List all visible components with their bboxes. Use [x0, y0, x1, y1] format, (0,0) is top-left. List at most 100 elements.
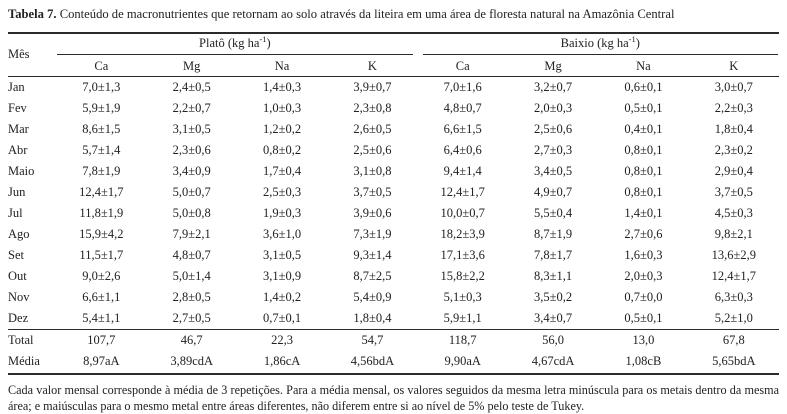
media-value: 8,97aA: [83, 354, 120, 369]
cell-value: 7,0±1,3: [82, 79, 121, 94]
cell-value: 9,8±2,1: [714, 226, 753, 241]
cell-value: 1,4±0,2: [262, 289, 302, 304]
cell-value: 15,8±2,2: [440, 268, 485, 283]
cell-value: 4,9±0,7: [534, 184, 573, 199]
macronutrients-table: Mês Platô (kg ha-1) Baixio (kg ha-1) Ca …: [8, 31, 779, 375]
total-value: 46,7: [146, 328, 237, 351]
cell-value: 2,4±0,5: [172, 79, 211, 94]
cell-value: 2,8±0,5: [172, 289, 211, 304]
cell-month: Set: [8, 247, 24, 262]
cell-value: 2,5±0,6: [534, 121, 573, 136]
cell-value: 2,7±0,6: [624, 226, 663, 241]
cell-value: 2,0±0,3: [534, 100, 573, 115]
cell-value: 10,0±0,7: [440, 205, 485, 220]
table-caption: Tabela 7. Conteúdo de macronutrientes qu…: [8, 7, 779, 23]
cell-value: 2,9±0,4: [714, 163, 753, 178]
cell-month: Jul: [8, 205, 23, 220]
table-caption-label: Tabela 7.: [8, 7, 57, 21]
cell-value: 0,4±0,1: [624, 121, 663, 136]
total-value: 67,8: [688, 328, 779, 351]
plato-label-text: Platô (kg ha: [199, 36, 260, 51]
column-header-baixio-k: K: [688, 56, 779, 77]
cell-value: 17,1±3,6: [440, 247, 485, 262]
cell-value: 0,6±0,1: [624, 79, 663, 94]
cell-value: 5,0±0,8: [172, 205, 211, 220]
cell-value: 9,0±2,6: [82, 268, 121, 283]
table-footnote: Cada valor mensal corresponde à média de…: [8, 382, 779, 413]
table-row: Fev 5,9±1,9 2,2±0,7 1,0±0,3 2,3±0,8 4,8±0,7 2,…: [8, 98, 779, 119]
total-row: Total 107,7 46,7 22,3 54,7 118,7 56,0 13…: [8, 328, 779, 351]
table-row: Jun 12,4±1,7 5,0±0,7 2,5±0,3 3,7±0,5 12,4±1,7…: [8, 182, 779, 203]
cell-value: 0,5±0,1: [624, 310, 663, 325]
cell-value: 1,6±0,3: [624, 247, 663, 262]
cell-value: 6,4±0,6: [443, 142, 482, 157]
media-value: 4,67cdA: [531, 354, 575, 369]
cell-month: Mar: [8, 121, 29, 136]
total-value: 13,0: [598, 328, 689, 351]
table-row: Mar 8,6±1,5 3,1±0,5 1,2±0,2 2,6±0,5 6,6±1,5 2,…: [8, 119, 779, 140]
cell-value: 5,9±1,9: [82, 100, 121, 115]
cell-value: 3,9±0,6: [353, 205, 392, 220]
table-row: Ago 15,9±4,2 7,9±2,1 3,6±1,0 7,3±1,9 18,2±3,9…: [8, 224, 779, 245]
cell-value: 2,3±0,6: [172, 142, 211, 157]
cell-month: Fev: [8, 100, 27, 115]
cell-value: 7,9±2,1: [172, 226, 211, 241]
cell-value: 3,9±0,7: [353, 79, 392, 94]
total-value: 22,3: [236, 328, 328, 351]
baixio-label-suffix: ): [635, 36, 640, 51]
cell-value: 2,7±0,3: [534, 142, 573, 157]
cell-value: 1,9±0,3: [262, 205, 302, 220]
cell-value: 11,8±1,9: [79, 205, 124, 220]
cell-value: 11,5±1,7: [79, 247, 124, 262]
cell-value: 3,0±0,7: [714, 79, 753, 94]
cell-value: 5,5±0,4: [534, 205, 573, 220]
cell-value: 2,3±0,2: [714, 142, 753, 157]
column-header-plato-ca: Ca: [56, 56, 147, 77]
header-group-row: Mês Platô (kg ha-1) Baixio (kg ha-1): [8, 32, 779, 77]
cell-value: 15,9±4,2: [79, 226, 124, 241]
cell-value: 13,6±2,9: [711, 247, 756, 262]
cell-value: 8,3±1,1: [534, 268, 573, 283]
cell-value: 2,5±0,6: [353, 142, 392, 157]
cell-value: 3,1±0,9: [262, 268, 302, 283]
cell-value: 5,1±0,3: [443, 289, 482, 304]
cell-month: Out: [8, 268, 27, 283]
cell-value: 0,8±0,2: [262, 142, 302, 157]
cell-value: 5,9±1,1: [443, 310, 482, 325]
cell-value: 1,8±0,4: [714, 121, 753, 136]
cell-value: 0,8±0,1: [624, 184, 663, 199]
table-row: Out 9,0±2,6 5,0±1,4 3,1±0,9 8,7±2,5 15,8±2,2 8…: [8, 266, 779, 287]
cell-value: 8,7±2,5: [353, 268, 392, 283]
cell-value: 7,8±1,7: [534, 247, 573, 262]
cell-month: Nov: [8, 289, 30, 304]
cell-value: 3,4±0,7: [534, 310, 573, 325]
table-row: Jul 11,8±1,9 5,0±0,8 1,9±0,3 3,9±0,6 10,0±0,7…: [8, 203, 779, 224]
column-header-plato-na: Na: [236, 56, 328, 77]
table-caption-text: Conteúdo de macronutrientes que retornam…: [59, 7, 675, 21]
cell-value: 2,6±0,5: [353, 121, 392, 136]
cell-value: 18,2±3,9: [440, 226, 485, 241]
column-header-baixio-na: Na: [598, 56, 689, 77]
cell-month: Jun: [8, 184, 26, 199]
baixio-group-label: Baixio (kg ha-1): [422, 34, 778, 56]
plato-label-suffix: ): [266, 36, 271, 51]
cell-value: 3,2±0,7: [534, 79, 573, 94]
cell-value: 5,0±0,7: [172, 184, 211, 199]
cell-value: 7,3±1,9: [353, 226, 392, 241]
column-header-plato-k: K: [327, 56, 418, 77]
media-row-label: Média: [8, 354, 40, 369]
cell-value: 0,5±0,1: [624, 100, 663, 115]
cell-value: 8,6±1,5: [82, 121, 121, 136]
media-value: 5,65bdA: [712, 354, 756, 369]
cell-value: 0,7±0,1: [262, 310, 302, 325]
cell-value: 3,1±0,5: [172, 121, 211, 136]
cell-value: 7,8±1,9: [82, 163, 121, 178]
table-row: Jan 7,0±1,3 2,4±0,5 1,4±0,3 3,9±0,7 7,0±1,6 3,…: [8, 76, 779, 98]
baixio-label-text: Baixio (kg ha: [560, 36, 629, 51]
column-group-plato: Platô (kg ha-1): [56, 33, 417, 57]
baixio-label-sup: -1: [628, 34, 636, 45]
table-row: Maio 7,8±1,9 3,4±0,9 1,7±0,4 3,1±0,8 9,4±1,4 3…: [8, 161, 779, 182]
header-sub-row: Ca Mg Na K Ca Mg Na K: [8, 56, 779, 77]
cell-value: 3,1±0,8: [353, 163, 392, 178]
